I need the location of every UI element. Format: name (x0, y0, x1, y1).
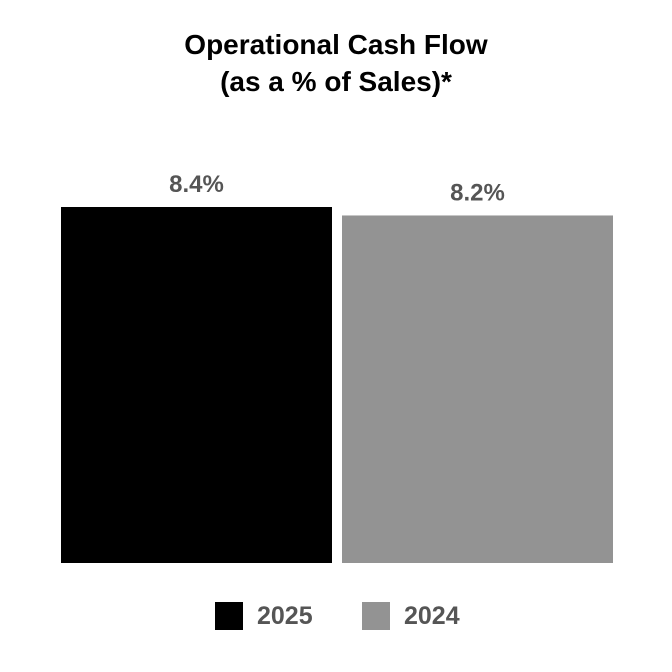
chart-title-line: Operational Cash Flow (184, 29, 488, 60)
legend-label-2025: 2025 (257, 602, 313, 630)
legend: 2025 2024 (0, 598, 672, 634)
bar-2025 (61, 207, 332, 563)
legend-swatch-2025 (215, 602, 243, 630)
bar-2024 (342, 215, 613, 563)
legend-label-2024: 2024 (404, 602, 460, 630)
chart-title: Operational Cash Flow (as a % of Sales)* (0, 26, 672, 100)
data-label-2025: 8.4% (169, 171, 224, 198)
chart-subtitle: (as a % of Sales)* (220, 66, 452, 97)
legend-swatch-2024 (362, 602, 390, 630)
data-label-2024: 8.2% (450, 179, 505, 206)
